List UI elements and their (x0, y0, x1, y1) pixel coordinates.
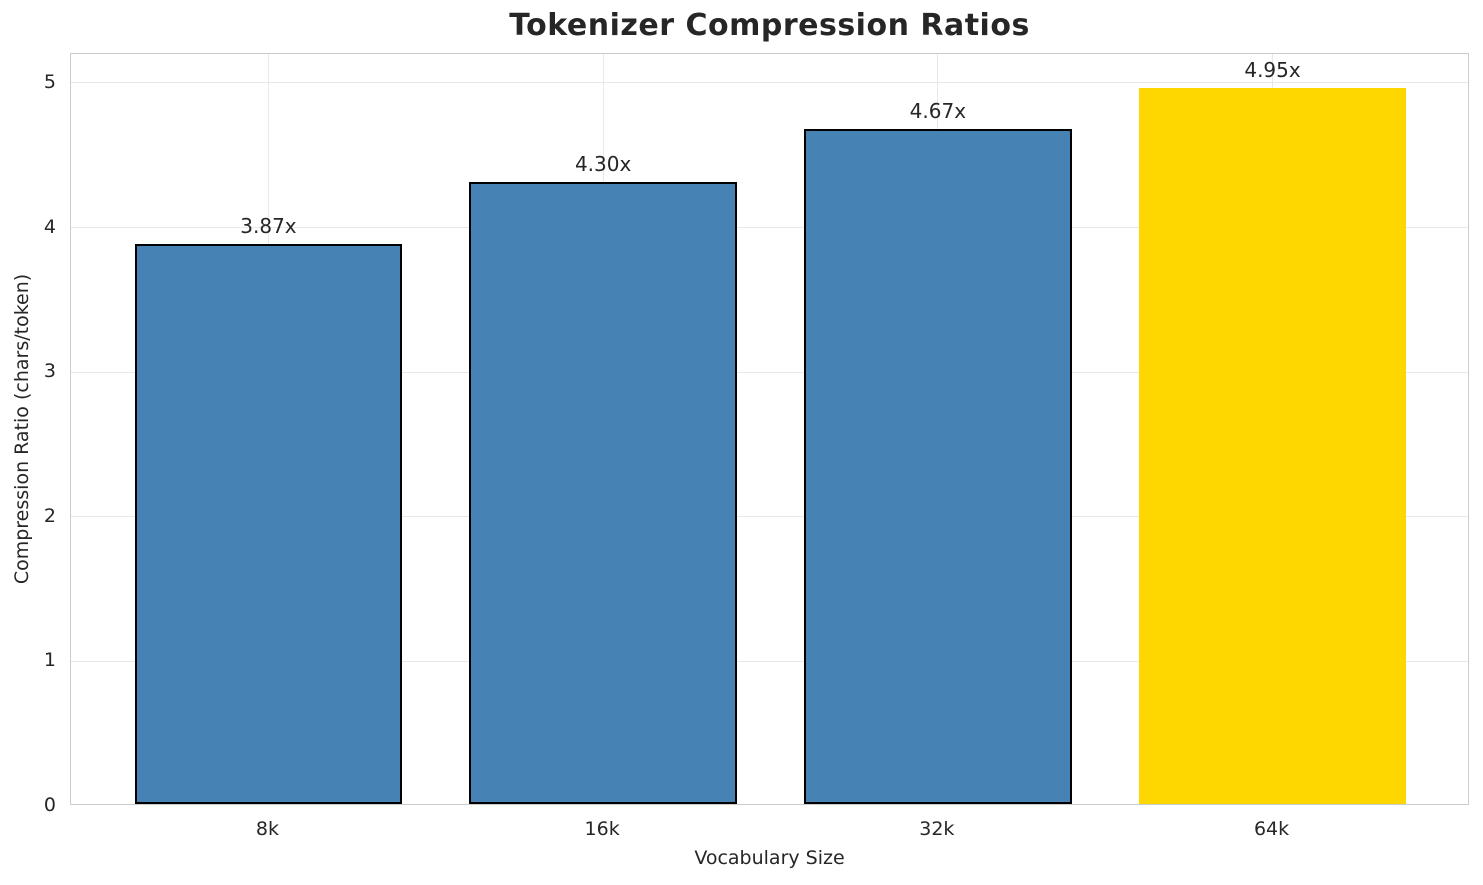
y-tick-label-4: 4 (43, 215, 56, 238)
x-tick-label-16k: 16k (584, 818, 620, 840)
x-tick-label-8k: 8k (255, 818, 279, 840)
x-axis-label: Vocabulary Size (694, 847, 845, 869)
h-gridline-1 (71, 660, 1468, 662)
h-gridline-3 (71, 371, 1468, 373)
bar-value-label-8k: 3.87x (240, 214, 297, 239)
h-gridline-4 (71, 227, 1468, 229)
bar-8k (134, 244, 403, 804)
bar-value-label-32k: 4.67x (909, 98, 967, 123)
chart-title: Tokenizer Compression Ratios (509, 8, 1030, 43)
y-tick-label-5: 5 (43, 70, 56, 93)
bar-32k (803, 128, 1072, 804)
y-tick-label-3: 3 (43, 360, 56, 383)
bar-16k (469, 182, 738, 804)
y-axis-label: Compression Ratio (chars/token) (11, 273, 33, 585)
bar-value-label-16k: 4.30x (574, 152, 632, 177)
x-tick-label-32k: 32k (919, 818, 955, 840)
y-tick-label-2: 2 (43, 504, 56, 527)
h-gridline-5 (71, 82, 1468, 84)
h-gridline-2 (71, 516, 1468, 518)
x-tick-label-64k: 64k (1253, 818, 1290, 840)
bar-value-label-64k: 4.95x (1244, 58, 1301, 83)
y-tick-label-0: 0 (43, 794, 56, 816)
bar-64k (1138, 88, 1407, 804)
plot-area: 3.87x 4.30x 4.67x 4.95x (70, 53, 1469, 805)
y-tick-label-1: 1 (43, 649, 56, 672)
